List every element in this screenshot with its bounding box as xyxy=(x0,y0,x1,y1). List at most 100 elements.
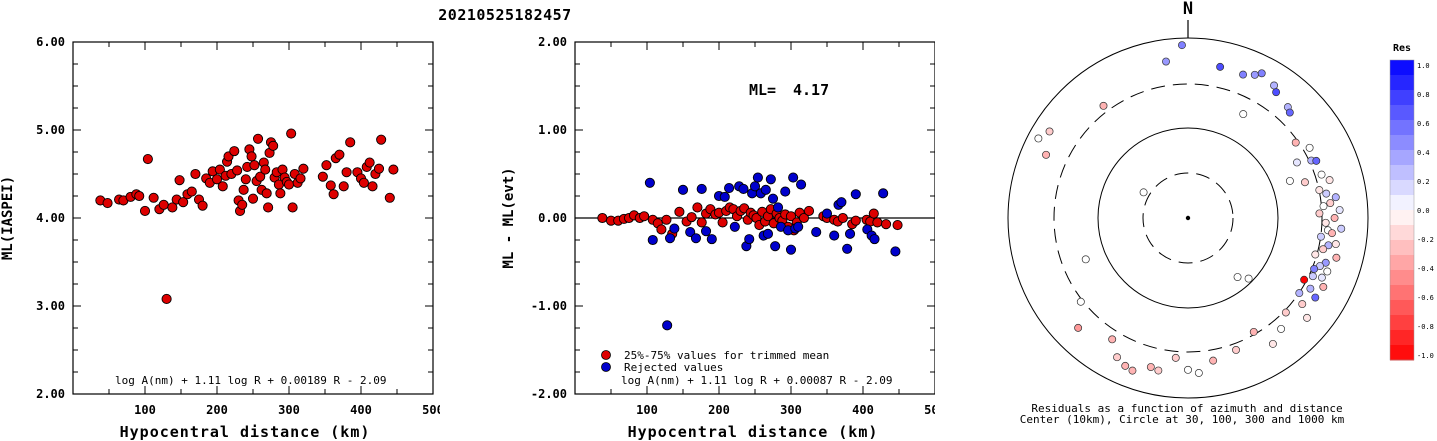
data-point xyxy=(328,189,339,200)
station-residual xyxy=(1331,193,1340,202)
ml-value: 4.17 xyxy=(793,81,829,99)
colorbar-segment xyxy=(1390,180,1414,196)
station-residual xyxy=(1113,353,1122,362)
rejected-point xyxy=(829,230,840,241)
ring-300km xyxy=(1053,83,1323,353)
trimmed-mean-point xyxy=(597,212,608,224)
rejected-point xyxy=(749,181,761,192)
trimmed-mean-point xyxy=(692,202,703,213)
rejected-point xyxy=(690,233,702,244)
ring-1000km xyxy=(1007,37,1369,399)
x-tick-label: 400 xyxy=(350,403,372,417)
rejected-point xyxy=(821,208,833,219)
ml-residual-chart: 100 200 300 400 500 -2.00 -1.00 0.00 1.00 2.00 ML… xyxy=(501,35,935,441)
station-residual xyxy=(1184,365,1192,374)
station-residual xyxy=(1332,253,1341,262)
station-residual xyxy=(1081,255,1090,264)
y-tick-label: 2.00 xyxy=(538,35,567,49)
data-point xyxy=(283,179,295,190)
data-point xyxy=(286,128,297,139)
rejected-point xyxy=(765,174,776,185)
rejected-point xyxy=(869,234,880,245)
station-residual xyxy=(1121,361,1130,370)
colorbar-frame xyxy=(1389,59,1415,361)
station-residual xyxy=(1311,250,1320,259)
ml-iaspei-chart: 100 200 300 400 500 2.00 3.00 4.00 5.00 6.00 ML(I… xyxy=(0,35,440,441)
colorbar-segment xyxy=(1390,75,1414,91)
data-point xyxy=(232,165,243,176)
station-residual xyxy=(1319,202,1328,211)
data-point xyxy=(134,190,145,202)
formula-label: log A(nm) + 1.11 log R + 0.00189 R - 2.0… xyxy=(115,374,387,387)
y-axis-label: ML(IASPEI) xyxy=(0,176,16,260)
y-tick-label: 5.00 xyxy=(36,123,65,137)
data-point xyxy=(249,160,260,171)
y-tick-label: 4.00 xyxy=(36,211,65,225)
trimmed-mean-point xyxy=(803,205,815,217)
data-point xyxy=(376,134,387,145)
rejected-point xyxy=(700,226,712,237)
y-tick-label: 1.00 xyxy=(538,123,567,137)
trimmed-mean-point xyxy=(717,217,728,228)
data-point xyxy=(148,192,159,203)
rejected-point xyxy=(762,228,774,239)
colorbar-title: Res xyxy=(1393,43,1411,54)
station-residual xyxy=(1324,241,1333,250)
trimmed-mean-point xyxy=(880,219,892,230)
station-residual xyxy=(1209,356,1218,365)
colorbar-segment xyxy=(1390,150,1414,166)
station-residual xyxy=(1162,57,1170,66)
trimmed-mean-point xyxy=(868,208,879,219)
x-tick-label: 400 xyxy=(852,403,874,417)
station-residual xyxy=(1335,206,1344,215)
y-axis-label: ML - ML(evt) xyxy=(501,167,517,268)
epicenter-dot xyxy=(1185,215,1191,221)
station-residual xyxy=(1303,313,1311,322)
station-residual xyxy=(1321,218,1330,227)
legend-red-marker xyxy=(601,350,611,360)
x-tick-label: 300 xyxy=(780,403,802,417)
station-residual xyxy=(1171,353,1180,362)
data-point xyxy=(345,137,356,148)
data-point xyxy=(341,167,352,178)
x-tick-label: 200 xyxy=(708,403,730,417)
trimmed-mean-point xyxy=(661,214,672,225)
rejected-point xyxy=(685,227,696,238)
station-residual xyxy=(1337,224,1346,233)
station-residual xyxy=(1216,62,1225,71)
colorbar-tick-label: 0.4 xyxy=(1417,149,1430,157)
colorbar-tick-label: 1.0 xyxy=(1417,62,1430,70)
station-residual xyxy=(1306,284,1315,293)
trimmed-mean-point xyxy=(696,217,707,228)
data-point xyxy=(237,199,248,210)
data-point xyxy=(263,202,274,213)
data-point xyxy=(158,199,169,210)
colorbar-tick-label: 0.0 xyxy=(1417,207,1430,215)
rejected-point xyxy=(796,179,807,190)
data-point xyxy=(295,173,306,184)
data-point xyxy=(317,171,328,182)
colorbar-segment xyxy=(1390,195,1414,211)
station-residual xyxy=(1233,273,1242,282)
rejected-point xyxy=(744,234,755,245)
colorbar-segment xyxy=(1390,240,1414,256)
colorbar-tick-label: -0.2 xyxy=(1417,236,1434,244)
rejected-point xyxy=(772,202,784,213)
station-residual xyxy=(1295,289,1304,298)
data-point xyxy=(214,164,225,175)
station-residual xyxy=(1328,229,1336,238)
colorbar-segment xyxy=(1390,300,1414,316)
y-tick-label: 6.00 xyxy=(36,35,65,49)
data-point xyxy=(358,177,369,188)
rejected-point xyxy=(890,246,901,257)
station-residual xyxy=(1325,176,1334,185)
colorbar-segment xyxy=(1390,255,1414,271)
ring-100km xyxy=(1097,127,1279,309)
station-residual xyxy=(1268,339,1277,348)
colorbar-tick-label: 0.2 xyxy=(1417,178,1430,186)
station-residual xyxy=(1270,81,1279,90)
colorbar-segment xyxy=(1390,120,1414,136)
rejected-point xyxy=(770,241,781,252)
data-point xyxy=(287,202,298,213)
rejected-point xyxy=(844,228,856,239)
